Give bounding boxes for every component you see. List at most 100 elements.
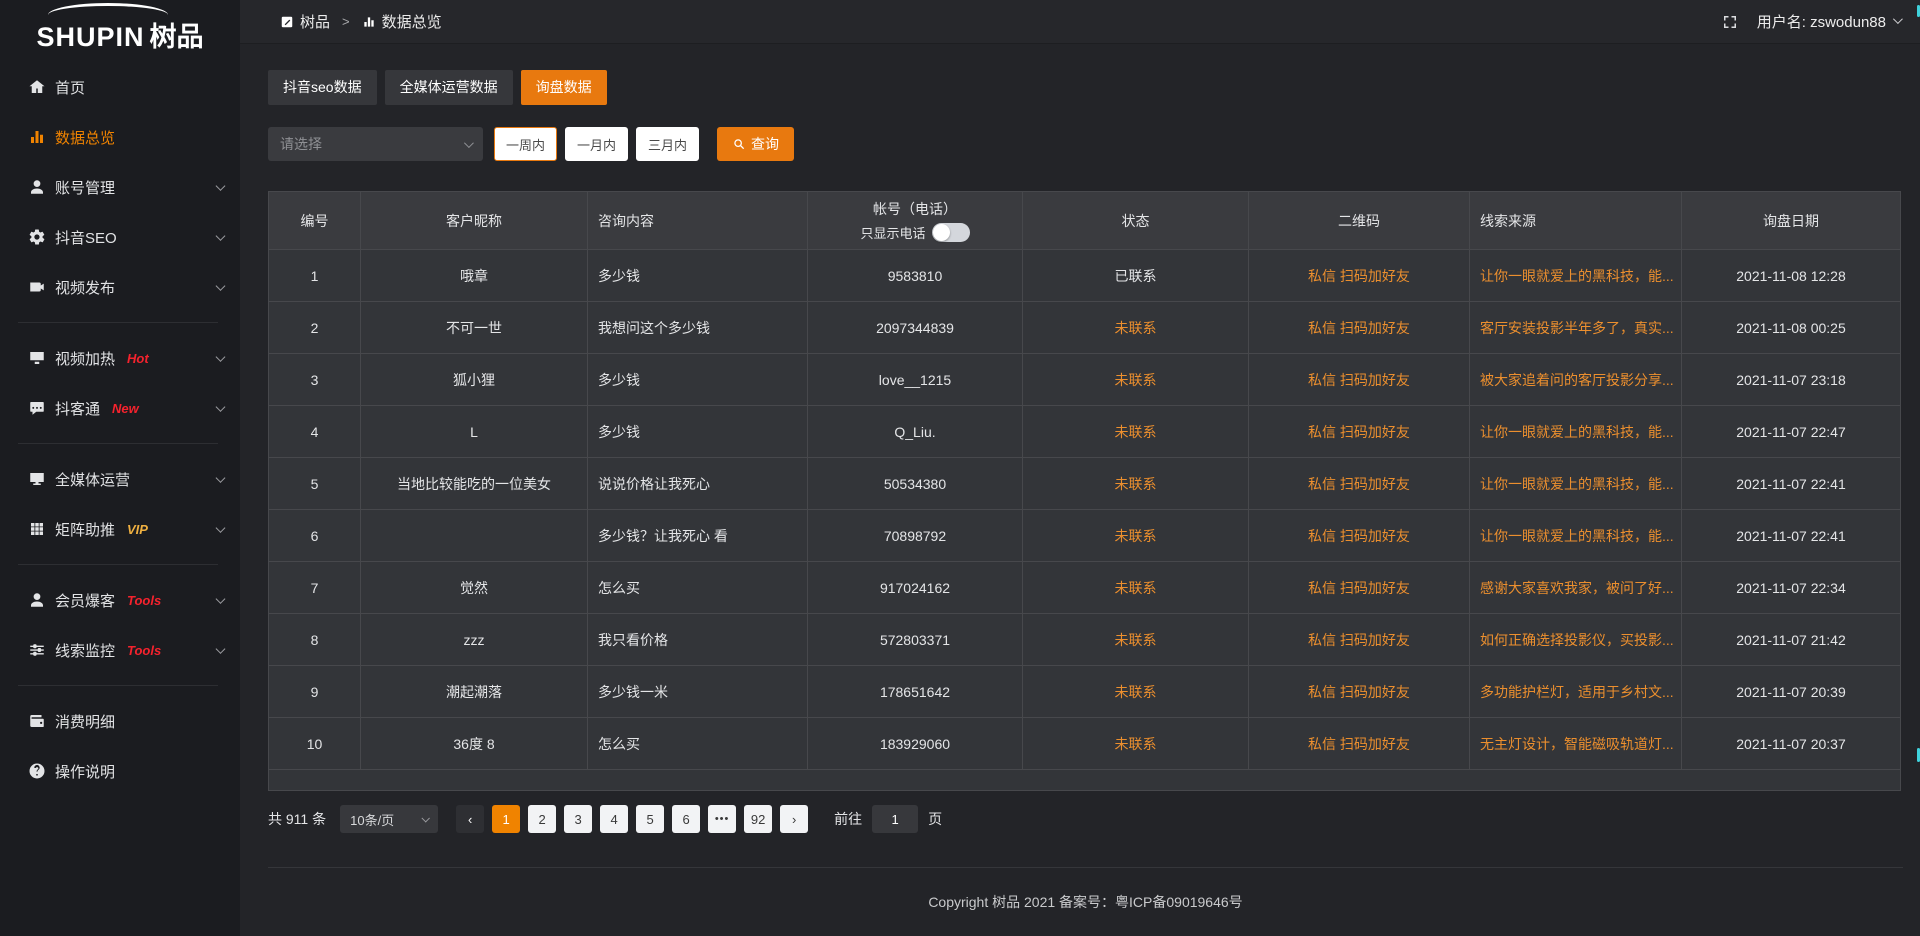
cell-no: 7 [269,562,361,613]
cell-account: 2097344839 [808,302,1023,353]
scrollbar-thumb[interactable] [1917,748,1920,762]
cell-qr[interactable]: 私信 扫码加好友 [1249,458,1470,509]
sidebar-item-clue-monitor[interactable]: 线索监控 Tools [0,625,240,675]
cell-qr[interactable]: 私信 扫码加好友 [1249,666,1470,717]
cell-no: 10 [269,718,361,769]
table-row: 4 L 多少钱 Q_Liu. 未联系 私信 扫码加好友 让你一眼就爱上的黑科技，能... 20… [269,406,1900,458]
page-size-select[interactable]: 10条/页 [340,805,439,833]
cell-qr[interactable]: 私信 扫码加好友 [1249,354,1470,405]
sidebar-item-douyin-seo[interactable]: 抖音SEO [0,212,240,262]
sidebar-item-member-burst[interactable]: 会员爆客 Tools [0,575,240,625]
tab-inquiry-data[interactable]: 询盘数据 [520,70,607,105]
cell-qr[interactable]: 私信 扫码加好友 [1249,718,1470,769]
phone-toggle[interactable] [931,223,970,242]
account-select[interactable]: 请选择 [268,127,483,161]
sidebar-item-overview[interactable]: 数据总览 [0,112,240,162]
cell-no: 5 [269,458,361,509]
cell-content: 多少钱 [588,354,808,405]
sidebar-item-home[interactable]: 首页 [0,62,240,112]
cell-nickname: 觉然 [361,562,588,613]
tab-douyin-seo-data[interactable]: 抖音seo数据 [268,70,377,105]
cell-source[interactable]: 让你一眼就爱上的黑科技，能... [1470,250,1682,301]
prev-page-button[interactable]: ‹ [456,805,485,833]
cell-content: 我只看价格 [588,614,808,665]
period-button-month[interactable]: 一月内 [565,127,629,161]
sidebar-item-expense-detail[interactable]: 消费明细 [0,696,240,746]
cell-no: 9 [269,666,361,717]
cell-source[interactable]: 多功能护栏灯，适用于乡村文... [1470,666,1682,717]
table-bottom-strip [269,770,1900,790]
cell-source[interactable]: 无主灯设计，智能磁吸轨道灯... [1470,718,1682,769]
cell-no: 6 [269,510,361,561]
fullscreen-icon[interactable] [1721,13,1739,31]
sidebar-item-video-heat[interactable]: 视频加热 Hot [0,333,240,383]
scrollbar[interactable] [1916,0,1920,936]
period-buttons: 一周内 一月内 三月内 [494,127,700,161]
cell-nickname: 36度 8 [361,718,588,769]
cell-status: 未联系 [1023,666,1249,717]
chevron-down-icon [215,181,226,191]
cell-content: 说说价格让我死心 [588,458,808,509]
cell-content: 多少钱 [588,406,808,457]
cell-nickname: zzz [361,614,588,665]
query-label: 查询 [751,136,780,152]
scrollbar-thumb[interactable] [1917,5,1920,17]
query-button[interactable]: 查询 [717,127,795,161]
user-icon [28,178,46,196]
cell-account: 572803371 [808,614,1023,665]
page-size-value: 10条/页 [350,812,395,828]
cell-date: 2021-11-08 00:25 [1736,319,1846,336]
cell-content: 怎么买 [588,562,808,613]
cell-content: 多少钱一米 [588,666,808,717]
page-button-3[interactable]: 3 [564,805,593,833]
page-button-6[interactable]: 6 [672,805,701,833]
period-button-week[interactable]: 一周内 [494,127,558,161]
sidebar-badge: Tools [127,592,162,608]
cell-account: 9583810 [808,250,1023,301]
page-button-2[interactable]: 2 [528,805,557,833]
page-button-92[interactable]: 92 [744,805,773,833]
sidebar-item-account[interactable]: 账号管理 [0,162,240,212]
cell-qr[interactable]: 私信 扫码加好友 [1249,302,1470,353]
cell-source[interactable]: 让你一眼就爱上的黑科技，能... [1470,458,1682,509]
user-menu[interactable]: 用户名: zswodun88 [1757,11,1903,32]
more-pages-button[interactable]: ••• [708,805,737,833]
page-button-4[interactable]: 4 [600,805,629,833]
cell-status: 未联系 [1023,458,1249,509]
search-icon [734,139,745,150]
sidebar-item-matrix-boost[interactable]: 矩阵助推 VIP [0,504,240,554]
cell-source[interactable]: 感谢大家喜欢我家，被问了好... [1470,562,1682,613]
phone-toggle-row: 只显示电话 [860,223,970,242]
sidebar-item-douketong[interactable]: 抖客通 New [0,383,240,433]
breadcrumb-current[interactable]: 数据总览 [381,14,442,31]
next-page-button[interactable]: › [780,805,809,833]
page-button-1[interactable]: 1 [492,805,521,833]
cell-source[interactable]: 被大家追着问的客厅投影分享... [1470,354,1682,405]
cell-source[interactable]: 让你一眼就爱上的黑科技，能... [1470,510,1682,561]
cell-qr[interactable]: 私信 扫码加好友 [1249,406,1470,457]
breadcrumb-home[interactable]: 树品 [300,14,331,31]
sidebar-item-video-publish[interactable]: 视频发布 [0,262,240,312]
member-icon [28,591,46,609]
goto-page-input[interactable] [872,805,919,833]
topbar: 树品 > 数据总览 用户名: zswodun88 [240,0,1920,44]
cell-date: 2021-11-07 22:41 [1736,475,1846,492]
cell-qr[interactable]: 私信 扫码加好友 [1249,614,1470,665]
sidebar-badge: Tools [127,642,162,658]
table-header: 编号 客户昵称 咨询内容 帐号（电话） 只显示电话 状态 二维码 线索来源 询盘日期 [269,192,1900,250]
sidebar-divider [18,443,218,444]
page-button-5[interactable]: 5 [636,805,665,833]
cell-nickname: 哦章 [361,250,588,301]
cell-source[interactable]: 客厅安装投影半年多了，真实... [1470,302,1682,353]
table-row: 6 多少钱？让我死心 看 70898792 未联系 私信 扫码加好友 让你一眼就爱上的黑科… [269,510,1900,562]
cell-qr[interactable]: 私信 扫码加好友 [1249,510,1470,561]
tab-media-ops-data[interactable]: 全媒体运营数据 [384,70,513,105]
cell-source[interactable]: 如何正确选择投影仪，买投影... [1470,614,1682,665]
cell-source[interactable]: 让你一眼就爱上的黑科技，能... [1470,406,1682,457]
sidebar-item-help[interactable]: 操作说明 [0,746,240,796]
cell-qr[interactable]: 私信 扫码加好友 [1249,250,1470,301]
sidebar-item-media-ops[interactable]: 全媒体运营 [0,454,240,504]
logo[interactable]: SHUPIN 树品 [0,0,240,62]
period-button-quarter[interactable]: 三月内 [636,127,700,161]
cell-qr[interactable]: 私信 扫码加好友 [1249,562,1470,613]
